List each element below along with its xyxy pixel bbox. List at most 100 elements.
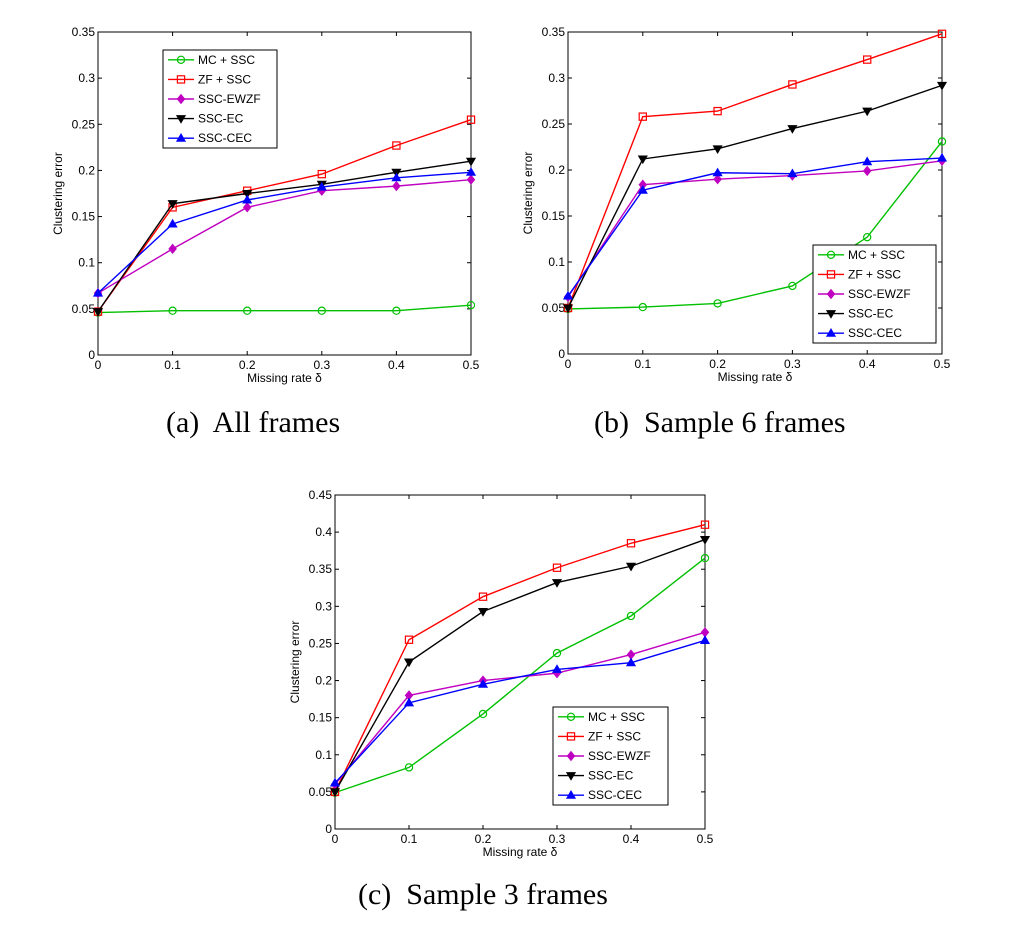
data-point-ssc-cec	[92, 287, 104, 297]
y-tick-label: 0	[325, 822, 332, 836]
y-tick-label: 0.35	[309, 562, 333, 576]
y-tick-label: 0.4	[315, 525, 332, 539]
data-point-mc-ssc	[626, 611, 636, 621]
y-tick-label: 0.2	[315, 674, 332, 688]
legend: MC + SSC ZF + SSC SSC-EWZF SSC-EC SSC-CEC	[812, 244, 937, 344]
data-point-ssc-ec	[167, 200, 178, 209]
series-line-zf-ssc	[334, 524, 706, 793]
y-tick-label: 0.05	[72, 302, 96, 316]
data-point-zf-ssc	[713, 106, 722, 116]
x-tick-label: 0.2	[475, 832, 492, 846]
legend-marker-ssc-ewzf	[826, 288, 836, 300]
x-tick-label: 0.4	[388, 358, 405, 372]
y-axis-label: Clustering error	[288, 621, 302, 704]
y-tick-label: 0.45	[309, 488, 333, 502]
x-axis-label: Missing rate δ	[247, 371, 322, 385]
legend-item-zf-ssc: ZF + SSC	[558, 729, 641, 743]
y-tick-label: 0	[558, 347, 565, 361]
data-point-ssc-cec	[391, 172, 402, 182]
data-point-ssc-ec	[787, 125, 798, 134]
legend: MC + SSC ZF + SSC SSC-EWZF SSC-EC SSC-CEC	[162, 49, 278, 149]
series-line-zf-ssc	[97, 119, 472, 313]
series-ssc-ewzf	[93, 174, 476, 299]
data-point-ssc-cec	[712, 167, 723, 177]
data-point-zf-ssc	[466, 115, 476, 124]
data-point-mc-ssc	[392, 306, 401, 315]
legend-marker-ssc-ewzf	[566, 750, 576, 762]
data-point-ssc-cec	[625, 657, 637, 667]
x-tick-label: 0.1	[401, 832, 418, 846]
data-point-ssc-cec	[403, 697, 415, 707]
y-axis-label: Clustering error	[521, 152, 535, 235]
data-point-mc-ssc	[466, 300, 476, 310]
data-point-ssc-cec	[862, 156, 873, 166]
data-point-ssc-ec	[477, 608, 489, 617]
data-point-zf-ssc	[392, 141, 401, 150]
y-tick-label: 0.3	[315, 599, 332, 613]
legend-item-ssc-ec: SSC-EC	[818, 307, 894, 321]
data-point-ssc-cec	[551, 664, 563, 673]
data-point-ssc-cec	[936, 152, 948, 162]
caption-b-label: (b)	[594, 406, 629, 439]
data-point-ssc-ec	[465, 157, 477, 167]
chart-b: 0 0.05 0.1 0.15 0.2 0.25 0.3 0.35 0 0.1 0.2 0.3 0.4 0…	[521, 25, 951, 384]
legend-item-mc-ssc: MC + SSC	[818, 248, 905, 262]
data-point-ssc-ec	[712, 145, 723, 155]
caption-b-text: Sample 6 frames	[643, 406, 846, 439]
legend-label: MC + SSC	[198, 53, 255, 67]
legend-label: MC + SSC	[848, 248, 905, 262]
data-point-ssc-cec	[167, 218, 178, 228]
series-line-mc-ssc	[567, 141, 943, 310]
data-point-zf-ssc	[478, 592, 488, 601]
data-point-ssc-ec	[862, 107, 873, 117]
data-point-zf-ssc	[863, 55, 872, 64]
series-ssc-ec	[562, 81, 948, 314]
caption-a-label: (a)	[166, 406, 200, 439]
legend-label: SSC-EC	[588, 769, 634, 783]
legend-label: SSC-EC	[198, 112, 244, 126]
legend-marker-zf-ssc	[826, 270, 836, 279]
data-point-zf-ssc	[552, 563, 562, 572]
data-point-ssc-cec	[787, 168, 798, 178]
data-point-mc-ssc	[317, 306, 326, 315]
chart-panel-a: 0 0.05 0.1 0.15 0.2 0.25 0.3 0.35 0 0.1 0.2 0.3 0.4 0…	[0, 0, 500, 400]
series-line-ssc-ewzf	[97, 178, 472, 294]
data-point-ssc-ec	[242, 190, 253, 199]
y-tick-label: 0.35	[72, 25, 96, 39]
legend-label: SSC-CEC	[588, 788, 642, 802]
legend-label: SSC-EC	[848, 307, 894, 321]
data-point-ssc-cec	[329, 777, 341, 787]
x-tick-label: 0	[565, 357, 572, 371]
data-point-ssc-ec	[637, 155, 648, 165]
data-point-zf-ssc	[638, 112, 647, 121]
data-point-ssc-ec	[562, 304, 574, 314]
caption-c-label: (c)	[358, 878, 392, 911]
legend-item-ssc-ewzf: SSC-EWZF	[558, 749, 651, 763]
legend-label: ZF + SSC	[848, 267, 901, 281]
data-point-ssc-ec	[329, 788, 341, 798]
x-tick-label: 0.5	[697, 832, 714, 846]
legend-marker-ssc-cec	[825, 328, 837, 337]
data-point-ssc-ec	[403, 658, 415, 668]
x-tick-label: 0.4	[623, 832, 640, 846]
legend-marker-ssc-cec	[175, 133, 187, 142]
data-point-ssc-ewzf	[466, 174, 476, 185]
legend-label: SSC-CEC	[848, 326, 902, 340]
series-line-ssc-cec	[334, 639, 706, 784]
legend-label: SSC-EWZF	[198, 92, 261, 106]
data-point-ssc-ewzf	[862, 165, 872, 177]
legend-item-mc-ssc: MC + SSC	[168, 53, 255, 67]
legend-marker-ssc-ec	[175, 115, 187, 124]
series-ssc-cec	[562, 152, 948, 300]
y-tick-label: 0.05	[309, 785, 333, 799]
caption-a: (a) All frames	[166, 406, 340, 440]
y-tick-label: 0.3	[548, 71, 565, 85]
legend-marker-ssc-ec	[825, 310, 837, 319]
data-point-ssc-cec	[562, 290, 574, 300]
x-axis-label: Missing rate δ	[718, 370, 793, 384]
y-tick-label: 0.25	[309, 636, 333, 650]
data-point-ssc-ec	[551, 579, 563, 588]
x-tick-label: 0	[332, 832, 339, 846]
data-point-zf-ssc	[317, 169, 327, 179]
y-tick-label: 0.35	[542, 25, 566, 39]
